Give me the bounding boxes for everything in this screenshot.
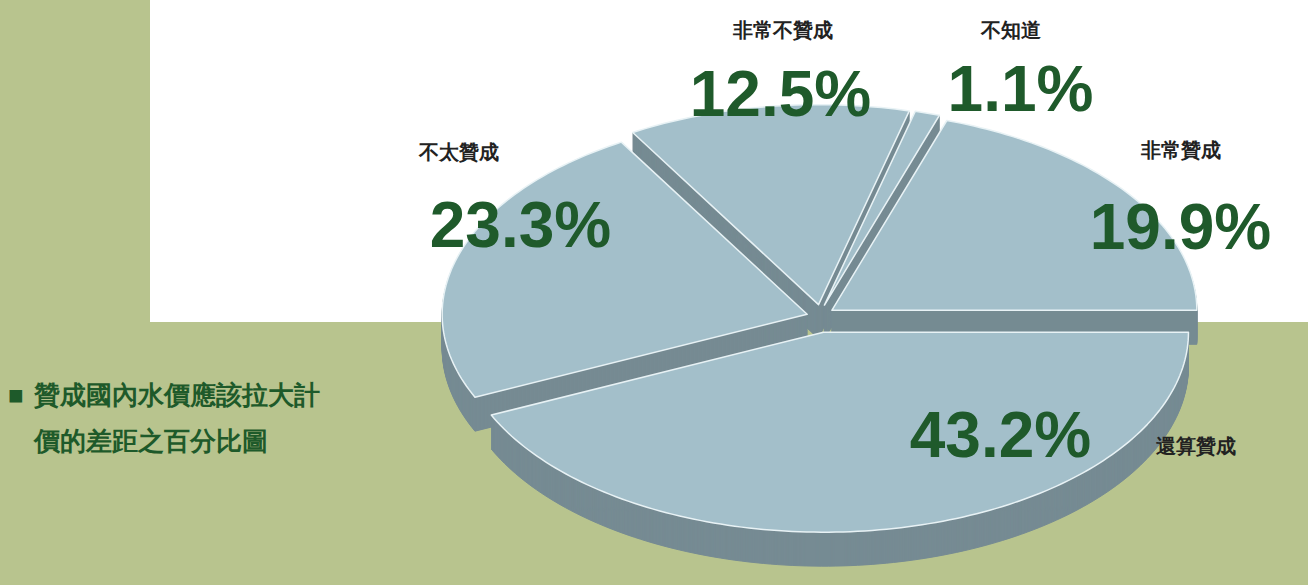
svg-text:非常贊成: 非常贊成 [1140,139,1221,161]
svg-text:19.9%: 19.9% [1090,191,1271,263]
svg-text:23.3%: 23.3% [430,189,611,261]
svg-text:還算贊成: 還算贊成 [1156,435,1236,457]
html-text:贊成國內水價應該拉大計價的差距之百分比圖: 贊成國內水價應該拉大計價的差距之百分比圖 [34,380,320,456]
svg-text:12.5%: 12.5% [690,58,871,130]
svg-text:1.1%: 1.1% [948,53,1094,125]
svg-text:非常不贊成: 非常不贊成 [732,19,833,41]
svg-text:不知道: 不知道 [980,19,1041,41]
svg-text:43.2%: 43.2% [910,399,1091,471]
svg-text:不太贊成: 不太贊成 [418,141,499,163]
